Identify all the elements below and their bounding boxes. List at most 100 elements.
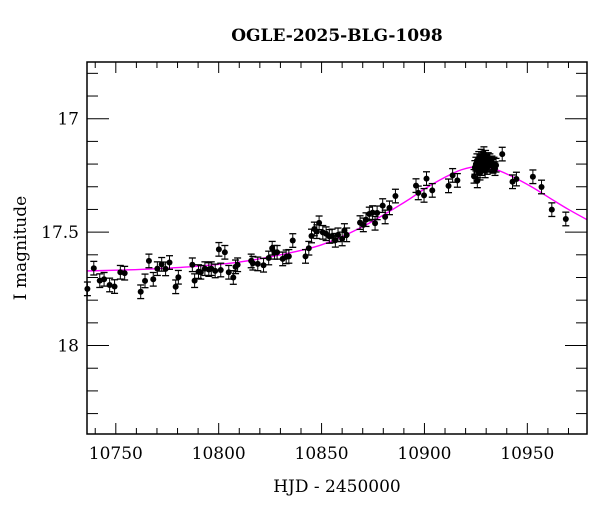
data-marker xyxy=(477,170,484,177)
data-marker xyxy=(101,276,108,283)
data-marker xyxy=(265,254,272,261)
data-point xyxy=(302,248,310,264)
data-marker xyxy=(254,260,261,267)
data-point xyxy=(373,205,381,221)
data-marker xyxy=(260,262,267,269)
data-point xyxy=(453,172,461,188)
data-marker xyxy=(374,209,381,216)
data-marker xyxy=(548,206,555,213)
data-marker xyxy=(382,213,389,220)
data-marker xyxy=(230,274,237,281)
data-point xyxy=(529,169,537,185)
data-point xyxy=(211,263,219,279)
x-tick-label: 10800 xyxy=(192,444,246,464)
data-marker xyxy=(106,281,113,288)
data-point xyxy=(201,261,209,277)
data-point xyxy=(249,255,257,271)
data-marker xyxy=(305,245,312,252)
data-point xyxy=(289,233,297,248)
data-point xyxy=(428,182,436,198)
data-point xyxy=(137,284,145,300)
data-marker xyxy=(212,267,219,274)
data-marker xyxy=(538,183,545,190)
data-marker xyxy=(302,253,309,260)
chart-title: OGLE-2025-BLG-1098 xyxy=(231,26,443,46)
data-point xyxy=(315,215,323,231)
data-marker xyxy=(145,257,152,264)
data-point xyxy=(141,273,149,289)
data-point xyxy=(445,178,453,194)
data-marker xyxy=(529,173,536,180)
data-point xyxy=(420,187,428,203)
data-point xyxy=(481,163,489,179)
data-marker xyxy=(562,215,569,222)
data-point xyxy=(305,240,313,256)
data-marker xyxy=(335,231,342,238)
data-point xyxy=(385,200,393,216)
data-marker xyxy=(329,232,336,239)
data-point xyxy=(343,227,351,243)
data-point xyxy=(562,211,570,227)
axis-ticks xyxy=(87,62,587,434)
data-point xyxy=(191,273,199,289)
data-point xyxy=(145,253,153,269)
data-marker xyxy=(197,269,204,276)
data-marker xyxy=(421,192,428,199)
data-marker xyxy=(343,231,350,238)
data-marker xyxy=(474,177,481,184)
data-point xyxy=(334,227,342,243)
data-marker xyxy=(162,265,169,272)
data-point xyxy=(90,260,98,276)
data-marker xyxy=(191,277,198,284)
data-point xyxy=(221,244,229,260)
data-marker xyxy=(493,162,500,169)
data-point xyxy=(197,264,205,280)
data-point xyxy=(273,244,281,260)
data-point xyxy=(476,165,484,181)
data-point xyxy=(548,202,556,218)
data-marker xyxy=(189,261,196,268)
data-point xyxy=(538,179,546,195)
data-point xyxy=(265,250,273,266)
data-marker xyxy=(111,283,118,290)
data-marker xyxy=(415,189,422,196)
data-marker xyxy=(379,202,386,209)
data-marker xyxy=(166,259,173,266)
data-marker xyxy=(234,261,241,268)
data-marker xyxy=(285,253,292,260)
data-marker xyxy=(90,265,97,272)
data-point xyxy=(174,269,182,285)
data-point xyxy=(96,273,104,289)
data-point xyxy=(391,188,399,204)
y-tick-label: 17.5 xyxy=(41,223,79,243)
data-point xyxy=(498,146,506,162)
data-marker xyxy=(121,270,128,277)
data-point xyxy=(423,171,431,187)
data-point xyxy=(369,205,377,221)
data-marker xyxy=(363,216,370,223)
data-marker xyxy=(423,175,430,182)
data-marker xyxy=(429,187,436,194)
data-marker xyxy=(289,237,296,244)
data-point xyxy=(111,279,119,295)
data-marker xyxy=(499,151,506,158)
x-tick-label: 10850 xyxy=(295,444,349,464)
data-marker xyxy=(217,267,224,274)
x-tick-label: 10750 xyxy=(89,444,143,464)
plot-frame xyxy=(86,61,588,435)
data-points-group xyxy=(83,146,570,300)
data-marker xyxy=(142,277,149,284)
data-marker xyxy=(392,193,399,200)
x-tick-label: 10950 xyxy=(500,444,554,464)
data-point xyxy=(512,171,520,187)
data-marker xyxy=(150,276,157,283)
data-point xyxy=(234,257,242,273)
data-point xyxy=(153,261,161,277)
data-marker xyxy=(172,283,179,290)
data-marker xyxy=(482,167,489,174)
data-marker xyxy=(221,249,228,256)
data-point xyxy=(285,248,293,264)
data-marker xyxy=(332,237,339,244)
x-tick-label: 10900 xyxy=(397,444,451,464)
